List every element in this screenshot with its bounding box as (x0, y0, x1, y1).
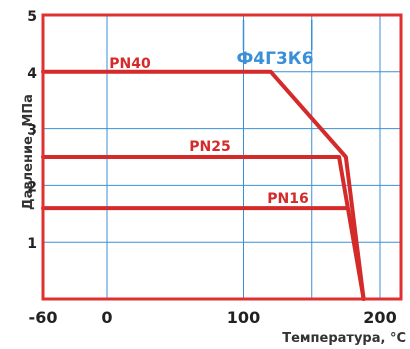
material-annotation: Ф4Г3К6 (236, 49, 313, 69)
series-labels: PN40 PN25 PN16 (109, 56, 308, 207)
y-tick-label: 2 (27, 179, 37, 195)
x-tick-label: 200 (363, 308, 396, 327)
series-label-pn25: PN25 (189, 139, 230, 155)
x-tick-labels: -60 0 100 200 (29, 308, 397, 327)
series-label-pn16: PN16 (267, 191, 308, 207)
plot-frame (41, 13, 403, 301)
y-tick-label: 4 (27, 66, 37, 82)
y-tick-label: 3 (27, 123, 37, 139)
y-tick-label: 5 (27, 9, 37, 25)
series-label-pn40: PN40 (109, 56, 151, 72)
x-tick-label: 100 (227, 308, 260, 327)
y-tick-label: 1 (27, 236, 37, 252)
series-line-pn40 (41, 69, 366, 301)
x-tick-label: -60 (29, 308, 58, 327)
x-tick-label: 0 (101, 308, 112, 327)
y-axis-title: Давление, МПа (21, 94, 36, 210)
y-tick-labels: 1 2 3 4 5 (27, 9, 37, 252)
series-line-pn25 (41, 155, 366, 301)
series-lines (41, 69, 366, 301)
x-axis-title: Температура, °С (282, 331, 406, 346)
